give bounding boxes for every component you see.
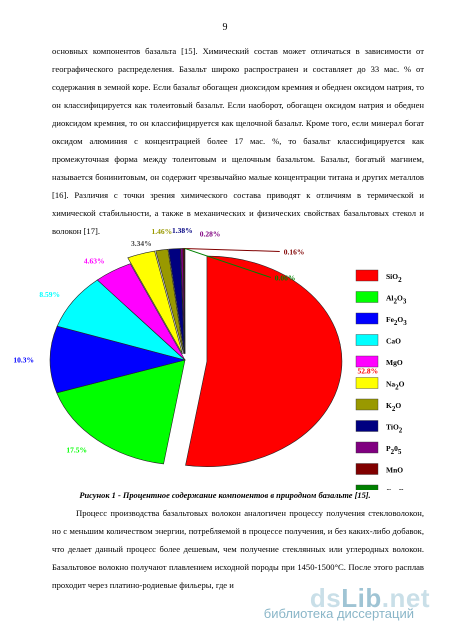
legend-label-mgo: MgO bbox=[386, 358, 403, 367]
data-label-fe2o3: 10.3% bbox=[13, 355, 34, 364]
data-label-k2o: 1.46% bbox=[151, 227, 172, 236]
data-label-sio2: 52.8% bbox=[357, 367, 378, 376]
pie-labels: 52.8% 17.5% 10.3% 8.59% 4.63% 3.34% 1.46% 1.38%… bbox=[13, 226, 378, 455]
page-number: 9 bbox=[222, 22, 228, 33]
leader-line-mno bbox=[183, 247, 280, 252]
data-label-mno: 0.16% bbox=[284, 247, 305, 256]
legend-swatch-na2o bbox=[355, 377, 379, 389]
legend-label-fe2o3: Fe2O3 bbox=[386, 315, 407, 327]
watermark-logo-lib: Lib bbox=[341, 583, 382, 613]
watermark-logo: dsLib.net bbox=[310, 583, 430, 614]
watermark-logo-ds: ds bbox=[309, 583, 342, 613]
pie-slice-al2o3 bbox=[56, 359, 186, 465]
legend-swatch-cao bbox=[355, 334, 379, 346]
data-label-cr2o3: 0.06% bbox=[275, 273, 296, 282]
data-label-p2o5: 0.28% bbox=[200, 229, 221, 238]
legend-swatch-cr2o3 bbox=[355, 484, 379, 490]
data-label-na2o: 3.34% bbox=[131, 239, 152, 248]
legend-swatch-k2o bbox=[355, 398, 379, 411]
pie-chart: 52.8% 17.5% 10.3% 8.59% 4.63% 3.34% 1.46% 1.38%… bbox=[13, 226, 408, 490]
legend-swatch-mno bbox=[355, 463, 379, 475]
pie-slice-fe2o3 bbox=[49, 325, 187, 394]
pie-slice-mgo bbox=[96, 263, 186, 361]
body-paragraph-2: Процесс производства базальтовых волокон… bbox=[52, 508, 424, 590]
pie-slice-tio2 bbox=[168, 248, 185, 354]
legend-label-na2o: Na2O bbox=[386, 380, 405, 392]
legend-swatch-mgo bbox=[355, 355, 379, 368]
legend-swatch-al2o3 bbox=[355, 291, 379, 303]
pie-slice-sio2 bbox=[185, 255, 343, 467]
body-paragraph-1: основных компонентов базальта [15]. Хими… bbox=[52, 46, 424, 236]
pie-slice-na2o bbox=[127, 250, 183, 355]
legend-swatch-p2o5 bbox=[355, 441, 379, 454]
legend-label-mno: MnO bbox=[386, 466, 403, 475]
chart-legend: SiO2 Al2O3 Fe2O3 CaO MgO Na2O K2O TiO2 P205 MnO Cr… bbox=[355, 269, 408, 490]
legend-label-tio2: TiO2 bbox=[386, 423, 403, 435]
legend-swatch-fe2o3 bbox=[355, 312, 379, 325]
legend-label-al2o3: Al2O3 bbox=[386, 294, 407, 306]
legend-label-cr2o3: Cr2O3 bbox=[386, 487, 408, 490]
legend-label-cao: CaO bbox=[386, 337, 401, 346]
data-label-cao: 8.59% bbox=[39, 290, 60, 299]
legend-swatch-sio2 bbox=[355, 269, 379, 282]
legend-label-p2o5: P205 bbox=[386, 444, 402, 456]
figure-caption: Рисунок 1 - Процентное содержание компон… bbox=[79, 491, 371, 500]
data-label-tio2: 1.38% bbox=[172, 226, 193, 235]
legend-swatch-tio2 bbox=[355, 420, 379, 432]
leader-line-cr2o3 bbox=[184, 247, 271, 278]
data-label-al2o3: 17.5% bbox=[66, 446, 87, 455]
legend-label-sio2: SiO2 bbox=[386, 272, 402, 284]
watermark-logo-net: .net bbox=[381, 583, 430, 613]
legend-label-k2o: K2O bbox=[386, 401, 401, 413]
pie-slices bbox=[49, 248, 343, 467]
watermark-subtitle: библиотека диссертаций bbox=[263, 606, 414, 621]
pie-slice-k2o bbox=[155, 248, 184, 354]
data-label-mgo: 4.63% bbox=[84, 256, 105, 265]
